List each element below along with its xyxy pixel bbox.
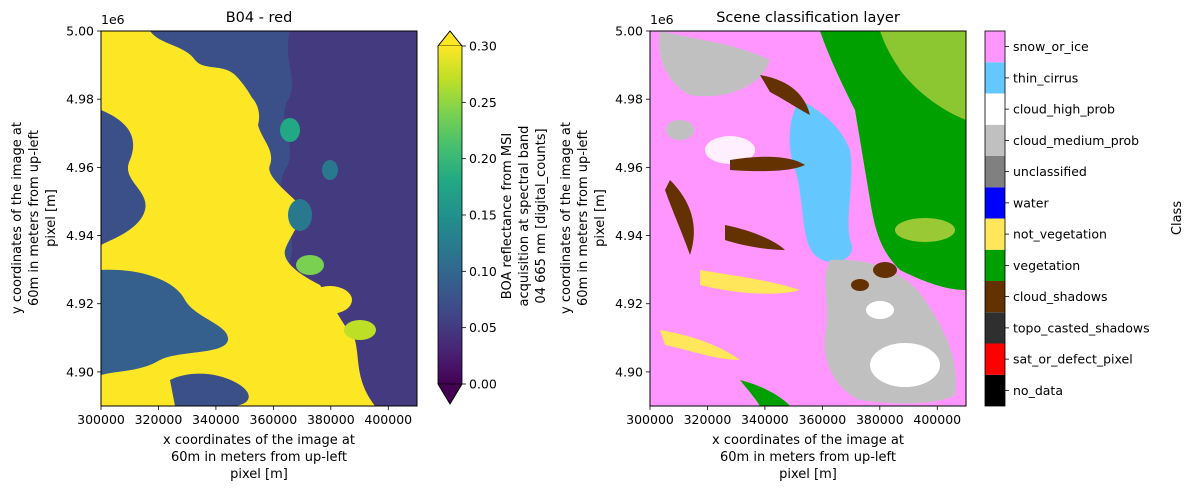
colorbar-gradient: [438, 46, 462, 384]
x-tick-label: 340000: [741, 412, 789, 427]
y-axis-label-line2: 60m in meters from up-left: [27, 130, 42, 306]
class-swatch: [985, 31, 1005, 63]
y-tick-label: 4.90: [615, 364, 643, 379]
class-colorbar: no_data sat_or_defect_pixel topo_casted_sh…: [984, 30, 1185, 407]
colorbar-tick-label: 0.30: [469, 39, 497, 54]
y-tick-label: 4.98: [66, 92, 94, 107]
class-label: no_data: [1013, 383, 1063, 398]
class-swatch: [985, 281, 1005, 313]
y-axis-label-line3: pixel [m]: [44, 189, 59, 247]
class-label: snow_or_ice: [1013, 39, 1089, 54]
class-label: cloud_shadows: [1013, 289, 1108, 304]
colorbar-tick-label: 0.05: [469, 320, 497, 335]
class-label: unclassified: [1013, 164, 1087, 179]
y-axis-label: y coordinates of the image at 60m in met…: [559, 122, 608, 314]
class-swatch: [985, 312, 1005, 344]
y-axis-label-line1: y coordinates of the image at: [559, 122, 574, 314]
class-swatch: [985, 62, 1005, 94]
colorbar-tick-label: 0.20: [469, 151, 497, 166]
class-swatch: [985, 374, 1005, 406]
colorbar-tick-label: 0.25: [469, 95, 497, 110]
y-tick-label: 4.96: [66, 160, 94, 175]
colorbar: 0.00 0.05 0.10 0.15 0.20 0.25 0.30 BOA reflect…: [437, 30, 549, 405]
y-axis-label: y coordinates of the image at 60m in met…: [10, 122, 59, 314]
y-tick-label: 5.00: [615, 24, 643, 39]
y-tick-label: 4.92: [66, 296, 94, 311]
y-tick-label: 4.94: [66, 228, 94, 243]
x-tick-label: 380000: [856, 412, 904, 427]
raster-image: [101, 31, 417, 406]
y-tick-label: 4.90: [66, 364, 94, 379]
plot-frame: [649, 30, 967, 407]
panel-scene-classification: Scene classification layer 1e6: [559, 10, 1185, 482]
chart-title: Scene classification layer: [716, 10, 900, 26]
colorbar-label-line1: BOA reflectance from MSI: [500, 133, 515, 299]
class-colorbar-frame: [984, 30, 1006, 407]
x-axis-label-line3: pixel [m]: [230, 467, 288, 482]
y-axis-label-line1: y coordinates of the image at: [10, 122, 25, 314]
class-swatch: [985, 343, 1005, 375]
x-ticks: 300000 320000 340000 360000 380000 400000: [626, 406, 961, 427]
x-axis-label-line2: 60m in meters from up-left: [720, 450, 896, 465]
classification-image: [650, 31, 966, 406]
x-tick-label: 300000: [77, 412, 125, 427]
x-axis-label-line1: x coordinates of the image at: [712, 433, 904, 448]
x-axis-label-line3: pixel [m]: [779, 467, 837, 482]
colorbar-extend-min: [437, 383, 463, 405]
class-swatch: [985, 93, 1005, 125]
x-ticks: 300000 320000 340000 360000 380000 400000: [77, 406, 412, 427]
y-offset-label: 1e6: [650, 12, 674, 27]
y-tick-label: 4.96: [615, 160, 643, 175]
colorbar-label-line2: acquisition at spectral band: [517, 126, 532, 307]
x-axis-label-line2: 60m in meters from up-left: [171, 450, 347, 465]
x-tick-label: 360000: [799, 412, 847, 427]
chart-title: B04 - red: [226, 10, 293, 26]
colorbar-extend-max: [437, 30, 463, 47]
y-axis-label-line2: 60m in meters from up-left: [576, 130, 591, 306]
x-tick-label: 340000: [192, 412, 240, 427]
y-tick-label: 5.00: [66, 24, 94, 39]
x-tick-label: 400000: [913, 412, 961, 427]
class-label: vegetation: [1013, 258, 1080, 273]
x-tick-label: 360000: [250, 412, 298, 427]
x-tick-label: 300000: [626, 412, 674, 427]
y-axis-label-line3: pixel [m]: [593, 189, 608, 247]
class-label: cloud_high_prob: [1013, 102, 1115, 117]
class-colorbar-swatches: no_data sat_or_defect_pixel topo_casted_sh…: [985, 31, 1150, 406]
panel-b04-red: B04 - red 1e6 300000 320000 340000 360000 38…: [10, 10, 549, 482]
colorbar-label-line3: 04 665 nm [digital_counts]: [534, 128, 549, 303]
colorbar-tick-label: 0.10: [469, 264, 497, 279]
class-swatch: [985, 124, 1005, 156]
x-tick-label: 320000: [135, 412, 183, 427]
y-offset-label: 1e6: [101, 12, 125, 27]
y-tick-label: 4.98: [615, 92, 643, 107]
class-label: cloud_medium_prob: [1013, 133, 1139, 148]
y-ticks: 4.90 4.92 4.94 4.96 4.98 5.00: [615, 24, 650, 379]
colorbar-label: BOA reflectance from MSI acquisition at …: [500, 126, 549, 307]
class-swatch: [985, 249, 1005, 281]
colorbar-tick-label: 0.15: [469, 208, 497, 223]
x-tick-label: 400000: [364, 412, 412, 427]
colorbar-tick-label: 0.00: [469, 377, 497, 392]
class-colorbar-label: Class: [1170, 201, 1185, 235]
x-axis-label-line1: x coordinates of the image at: [163, 433, 355, 448]
plot-frame: [100, 30, 418, 407]
class-label: thin_cirrus: [1013, 70, 1078, 85]
class-swatch: [985, 187, 1005, 219]
x-tick-label: 380000: [307, 412, 355, 427]
y-ticks: 4.90 4.92 4.94 4.96 4.98 5.00: [66, 24, 101, 379]
class-label: sat_or_defect_pixel: [1013, 352, 1133, 367]
class-label: not_vegetation: [1013, 227, 1107, 242]
y-tick-label: 4.94: [615, 228, 643, 243]
class-swatch: [985, 156, 1005, 188]
y-tick-label: 4.92: [615, 296, 643, 311]
x-tick-label: 320000: [684, 412, 732, 427]
colorbar-ticks: 0.00 0.05 0.10 0.15 0.20 0.25 0.30: [462, 39, 497, 392]
class-label: water: [1013, 195, 1049, 210]
class-label: topo_casted_shadows: [1013, 320, 1150, 335]
class-swatch: [985, 218, 1005, 250]
